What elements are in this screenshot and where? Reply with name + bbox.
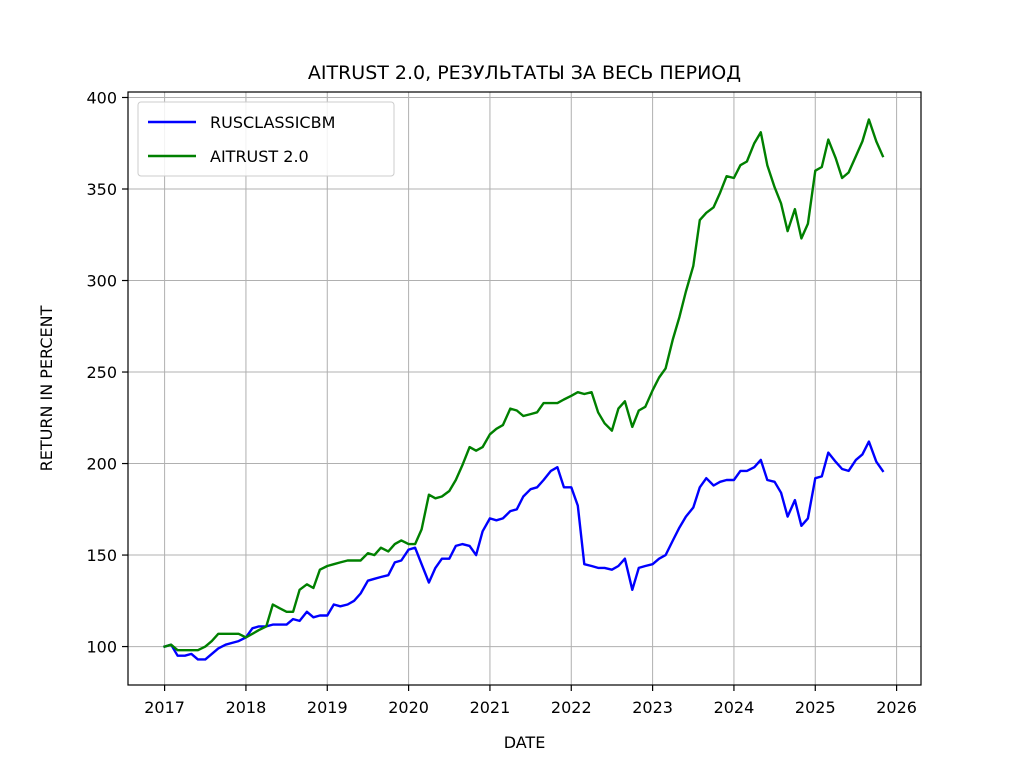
legend-label-rusclassicbm: RUSCLASSICBM: [210, 113, 335, 132]
y-axis-ticks: 100 150 200 250 300 350 400: [86, 88, 128, 657]
series-line-rusclassicbm: [163, 440, 885, 661]
x-tick-label: 2021: [470, 698, 511, 717]
y-tick-label: 200: [86, 455, 117, 474]
x-tick-label: 2024: [714, 698, 755, 717]
y-tick-label: 250: [86, 363, 117, 382]
y-tick-label: 300: [86, 272, 117, 291]
x-tick-label: 2017: [144, 698, 185, 717]
series-lines: [163, 118, 885, 661]
y-tick-label: 100: [86, 638, 117, 657]
x-tick-label: 2020: [388, 698, 429, 717]
y-axis-label: RETURN IN PERCENT: [37, 305, 56, 471]
y-tick-label: 400: [86, 88, 117, 107]
plot-area-frame: [127, 91, 922, 686]
chart-title: AITRUST 2.0, РЕЗУЛЬТАТЫ ЗА ВЕСЬ ПЕРИОД: [308, 62, 741, 84]
y-tick-label: 350: [86, 180, 117, 199]
x-tick-label: 2019: [307, 698, 348, 717]
x-tick-label: 2018: [226, 698, 267, 717]
x-tick-label: 2025: [795, 698, 836, 717]
legend-box: [137, 101, 395, 177]
x-axis-ticks: 2017 2018 2019 2020 2021 2022 2023 2024 2025 2026: [144, 685, 917, 717]
x-tick-label: 2022: [551, 698, 592, 717]
y-tick-label: 150: [86, 546, 117, 565]
legend-label-aitrust: AITRUST 2.0: [210, 147, 309, 166]
x-tick-label: 2026: [876, 698, 917, 717]
x-tick-label: 2023: [632, 698, 673, 717]
grid-lines: [128, 92, 921, 685]
legend: RUSCLASSICBM AITRUST 2.0: [137, 101, 395, 177]
series-line-aitrust-2-0: [163, 118, 885, 652]
x-axis-label: DATE: [504, 733, 546, 752]
